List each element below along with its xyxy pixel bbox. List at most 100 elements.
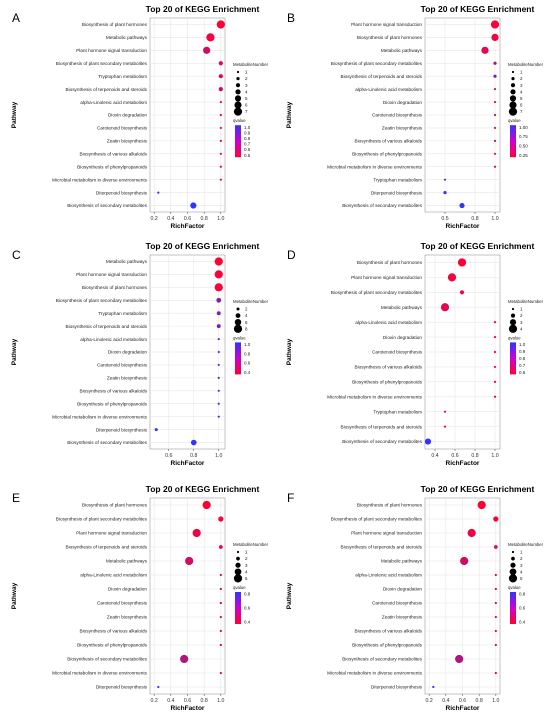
- size-legend-dot: [235, 313, 241, 318]
- color-legend-bar: [510, 125, 516, 158]
- x-tick-label: 0.8: [471, 453, 478, 459]
- data-point: [216, 324, 221, 329]
- pathway-label: alpha-Linolenic acid metabolism: [80, 100, 147, 105]
- y-axis-label: Pathway: [11, 338, 18, 365]
- chart-title: Top 20 of KEGG Enrichment: [421, 4, 535, 14]
- pathway-label: Plant hormone signal transduction: [351, 22, 422, 27]
- color-legend-label: 0.7: [244, 142, 251, 147]
- size-legend-title: MetaboliteNumber: [233, 62, 269, 67]
- data-point: [217, 337, 220, 341]
- data-point: [157, 191, 160, 194]
- size-legend-label: 2: [245, 556, 248, 561]
- pathway-label: Tryptophan metabolism: [373, 177, 422, 182]
- data-point: [443, 425, 447, 428]
- data-point: [443, 178, 447, 181]
- x-tick-label: 0.6: [451, 453, 458, 459]
- size-legend-dot: [508, 324, 518, 333]
- data-point: [217, 389, 220, 392]
- panel-letter: A: [12, 11, 20, 25]
- size-legend-dot: [509, 95, 517, 102]
- size-legend-dot: [236, 307, 240, 311]
- data-point: [455, 654, 464, 664]
- data-point: [202, 500, 211, 510]
- color-legend-label: 1.0: [244, 342, 251, 347]
- panel-e: E Top 20 of KEGG Enrichment 0.2 0.4 0.6 0.8 1.…: [11, 484, 269, 712]
- pathway-label: Biosynthesis of various alkaloids: [80, 629, 148, 634]
- pathway-label: Biosynthesis of terpenoids and steroids: [340, 424, 422, 429]
- color-legend-label: 1.00: [519, 125, 528, 130]
- size-legend-label: 1: [245, 70, 248, 75]
- data-point: [493, 516, 499, 522]
- data-point: [219, 113, 222, 117]
- x-tick-label: 1.0: [217, 698, 224, 704]
- data-point: [218, 87, 223, 92]
- x-tick-label: 1.0: [217, 216, 224, 222]
- size-legend-dot: [236, 550, 240, 554]
- data-point: [494, 587, 497, 591]
- data-point: [493, 335, 497, 339]
- pathway-label: Biosynthesis of plant hormones: [82, 503, 148, 508]
- data-point: [443, 191, 447, 195]
- data-point: [432, 685, 435, 689]
- data-point: [443, 410, 447, 413]
- data-point: [493, 321, 497, 324]
- pathway-label: Biosynthesis of terpenoids and steroids: [65, 324, 147, 329]
- pathway-label: Carotenoid biosynthesis: [97, 126, 148, 131]
- color-legend-label: 0.25: [519, 153, 528, 158]
- color-legend-label: 1.0: [519, 342, 526, 347]
- data-point: [491, 33, 499, 42]
- color-legend-label: 0.75: [519, 134, 528, 139]
- pathway-label: Biosynthesis of terpenoids and steroids: [340, 74, 422, 79]
- size-legend-dot: [508, 107, 518, 116]
- pathway-label: Biosynthesis of plant secondary metaboli…: [56, 61, 148, 66]
- pathway-label: Biosynthesis of terpenoids and steroids: [65, 545, 147, 550]
- color-legend-title: qvalue: [233, 335, 246, 340]
- data-point: [467, 528, 476, 538]
- data-point: [218, 61, 223, 66]
- pathway-label: Metabolic pathways: [381, 305, 423, 310]
- data-point: [493, 365, 497, 369]
- pathway-label: Biosynthesis of phenylpropanoids: [77, 164, 147, 169]
- data-point: [190, 202, 197, 209]
- chart-title: Top 20 of KEGG Enrichment: [146, 484, 260, 494]
- size-legend-label: 3: [245, 563, 248, 568]
- data-point: [493, 152, 497, 155]
- size-legend-title: MetaboliteNumber: [508, 62, 544, 67]
- data-point: [493, 395, 497, 398]
- pathway-label: Plant hormone signal transduction: [351, 275, 422, 280]
- size-legend-dot: [508, 574, 518, 583]
- data-point: [424, 438, 432, 445]
- size-legend-label: 1: [520, 550, 523, 555]
- pathway-label: Dioxin degradation: [383, 335, 422, 340]
- panel-f: F Top 20 of KEGG Enrichment 0.2 0.4 0.6 0.8 1.…: [286, 484, 544, 712]
- size-legend-title: MetaboliteNumber: [508, 299, 544, 304]
- size-legend-label: 6: [245, 103, 248, 108]
- data-point: [180, 654, 189, 664]
- color-legend-label: 0.5: [244, 153, 251, 158]
- data-point: [206, 33, 215, 42]
- chart-title: Top 20 of KEGG Enrichment: [146, 241, 260, 251]
- pathway-label: Biosynthesis of terpenoids and steroids: [340, 545, 422, 550]
- pathway-label: Biosynthesis of various alkaloids: [355, 365, 423, 370]
- size-legend-dot: [235, 562, 241, 568]
- pathway-label: Metabolic pathways: [381, 48, 423, 53]
- panel-letter: D: [287, 248, 296, 262]
- x-tick-label: 0.8: [476, 698, 483, 704]
- pathway-label: Biosynthesis of various alkaloids: [355, 139, 423, 144]
- size-legend-dot: [511, 556, 515, 561]
- pathway-label: Biosynthesis of plant secondary metaboli…: [331, 61, 423, 66]
- pathway-label: Zeatin biosynthesis: [107, 376, 148, 381]
- data-point: [219, 601, 222, 605]
- size-legend-dot: [235, 89, 241, 95]
- x-tick-label: 0.2: [151, 698, 158, 704]
- pathway-label: Biosynthesis of phenylpropanoids: [352, 643, 422, 648]
- color-legend-title: qvalue: [233, 585, 246, 590]
- x-axis-label: RichFactor: [171, 223, 205, 230]
- panel-d: D Top 20 of KEGG Enrichment 0.4 0.6 0.8 1.0 Bi…: [286, 241, 544, 467]
- pathway-label: Diterpenoid biosynthesis: [371, 685, 423, 690]
- pathway-label: Biosynthesis of secondary metabolites: [67, 203, 147, 208]
- color-legend-bar: [235, 592, 241, 624]
- data-point: [459, 290, 465, 295]
- size-legend-label: 2: [520, 76, 523, 81]
- pathway-label: Biosynthesis of plant hormones: [357, 503, 423, 508]
